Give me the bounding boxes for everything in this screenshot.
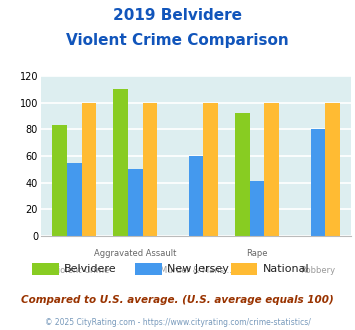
Bar xyxy=(235,113,250,236)
Bar xyxy=(82,103,96,236)
Bar xyxy=(264,103,279,236)
Bar xyxy=(325,103,340,236)
Text: New Jersey: New Jersey xyxy=(167,264,229,274)
Text: National: National xyxy=(263,264,309,274)
Bar xyxy=(67,163,82,236)
Bar xyxy=(113,89,128,236)
Text: Robbery: Robbery xyxy=(300,266,335,275)
Text: 2019 Belvidere: 2019 Belvidere xyxy=(113,8,242,23)
Bar xyxy=(128,169,143,236)
Text: All Violent Crime: All Violent Crime xyxy=(39,266,109,275)
Bar xyxy=(250,181,264,236)
Text: © 2025 CityRating.com - https://www.cityrating.com/crime-statistics/: © 2025 CityRating.com - https://www.city… xyxy=(45,318,310,327)
Text: Aggravated Assault: Aggravated Assault xyxy=(94,249,176,258)
Text: Rape: Rape xyxy=(246,249,268,258)
Bar xyxy=(203,103,218,236)
Text: Belvidere: Belvidere xyxy=(64,264,116,274)
Bar xyxy=(189,156,203,236)
Bar xyxy=(53,125,67,236)
Text: Compared to U.S. average. (U.S. average equals 100): Compared to U.S. average. (U.S. average … xyxy=(21,295,334,305)
Text: Murder & Mans...: Murder & Mans... xyxy=(160,266,232,275)
Bar xyxy=(143,103,157,236)
Bar xyxy=(311,129,325,236)
Text: Violent Crime Comparison: Violent Crime Comparison xyxy=(66,33,289,48)
